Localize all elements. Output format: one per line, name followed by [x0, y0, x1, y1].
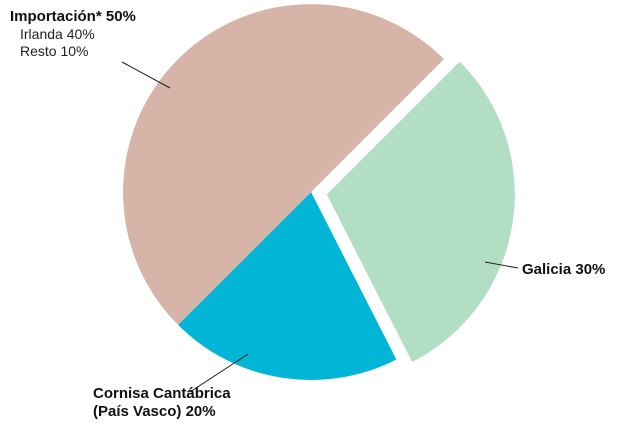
value-label: 20% — [185, 403, 216, 420]
annotation: Resto 10% — [20, 43, 89, 59]
slice — [178, 192, 397, 380]
leader-line — [189, 353, 249, 393]
annotation: Irlanda 40% — [20, 26, 95, 42]
leader-line — [121, 61, 171, 89]
slice-label: Cornisa Cantábrica (País Vasco) 20% — [93, 385, 253, 421]
leader-line — [484, 261, 519, 269]
value-label: 50% — [105, 8, 136, 25]
annotations: Irlanda 40% Resto 10% — [20, 26, 95, 60]
category-label: Importación* — [10, 8, 102, 25]
slice-label: Importación* 50% — [10, 8, 170, 26]
category-label: Galicia — [522, 261, 572, 278]
slice-label: Galicia 30% — [522, 261, 632, 279]
category-label: Cornisa Cantábrica (País Vasco) — [93, 385, 231, 420]
value-label: 30% — [575, 261, 606, 278]
slice — [123, 4, 444, 325]
slice — [326, 61, 515, 363]
